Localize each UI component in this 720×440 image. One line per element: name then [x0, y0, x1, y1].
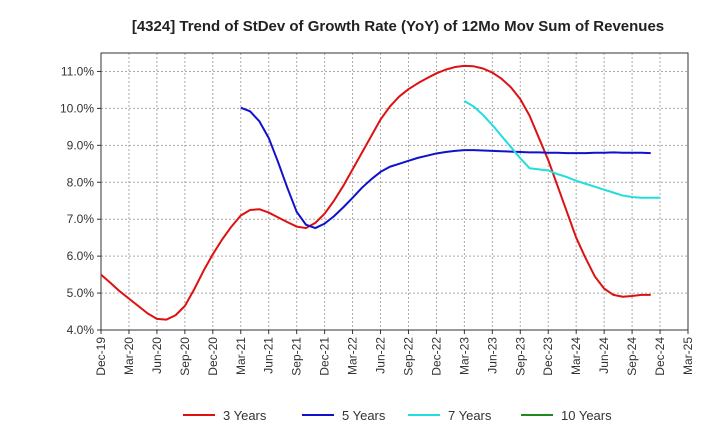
- x-tick-label: Sep-23: [513, 337, 527, 376]
- y-tick-label: 6.0%: [67, 249, 95, 263]
- legend-label-3-years: 3 Years: [223, 408, 267, 423]
- x-tick-label: Sep-22: [401, 337, 415, 376]
- x-tick-label: Sep-24: [625, 337, 639, 376]
- y-tick-label: 4.0%: [67, 323, 95, 337]
- x-tick-label: Dec-24: [653, 337, 667, 376]
- x-tick-label: Sep-21: [290, 337, 304, 376]
- x-tick-label: Mar-22: [346, 337, 360, 375]
- y-tick-label: 7.0%: [67, 212, 95, 226]
- series-line-3-years: [100, 64, 651, 321]
- x-tick-label: Dec-19: [94, 337, 108, 376]
- x-tick-label: Dec-21: [318, 337, 332, 376]
- y-tick-label: 10.0%: [60, 101, 94, 115]
- chart-title: [4324] Trend of StDev of Growth Rate (Yo…: [132, 18, 664, 35]
- x-tick-label: Dec-20: [206, 337, 220, 376]
- y-tick-label: 9.0%: [67, 138, 95, 152]
- series-line-5-years: [240, 106, 651, 230]
- y-tick-label: 5.0%: [67, 286, 95, 300]
- x-tick-label: Mar-23: [457, 337, 471, 375]
- series-layer: [100, 64, 661, 321]
- x-tick-label: Jun-24: [597, 337, 611, 374]
- x-tick-label: Jun-22: [374, 337, 388, 374]
- grid-layer: [100, 53, 689, 331]
- x-tick-label: Jun-23: [485, 337, 499, 374]
- x-tick-label: Mar-24: [569, 337, 583, 375]
- plot-frame: [100, 52, 689, 331]
- y-tick-label: 11.0%: [61, 64, 94, 78]
- x-tick-label: Dec-23: [541, 337, 555, 376]
- x-tick-label: Jun-20: [150, 337, 164, 374]
- x-tick-label: Mar-20: [122, 337, 136, 375]
- series-line-7-years: [463, 100, 661, 199]
- x-tick-label: Sep-20: [178, 337, 192, 376]
- x-tick-label: Jun-21: [262, 337, 276, 374]
- legend-label-5-years: 5 Years: [342, 408, 386, 423]
- legend: 3 Years 5 Years 7 Years 10 Years: [183, 408, 612, 423]
- x-tick-label: Dec-22: [429, 337, 443, 376]
- legend-label-7-years: 7 Years: [448, 408, 492, 423]
- x-tick-label: Mar-25: [681, 337, 695, 375]
- legend-label-10-years: 10 Years: [561, 408, 612, 423]
- y-tick-label: 8.0%: [67, 175, 95, 189]
- axis-layer: 4.0% 5.0% 6.0% 7.0% 8.0% 9.0% 10.0% 11.0% Dec-19…: [60, 52, 695, 376]
- x-tick-label: Mar-21: [234, 337, 248, 375]
